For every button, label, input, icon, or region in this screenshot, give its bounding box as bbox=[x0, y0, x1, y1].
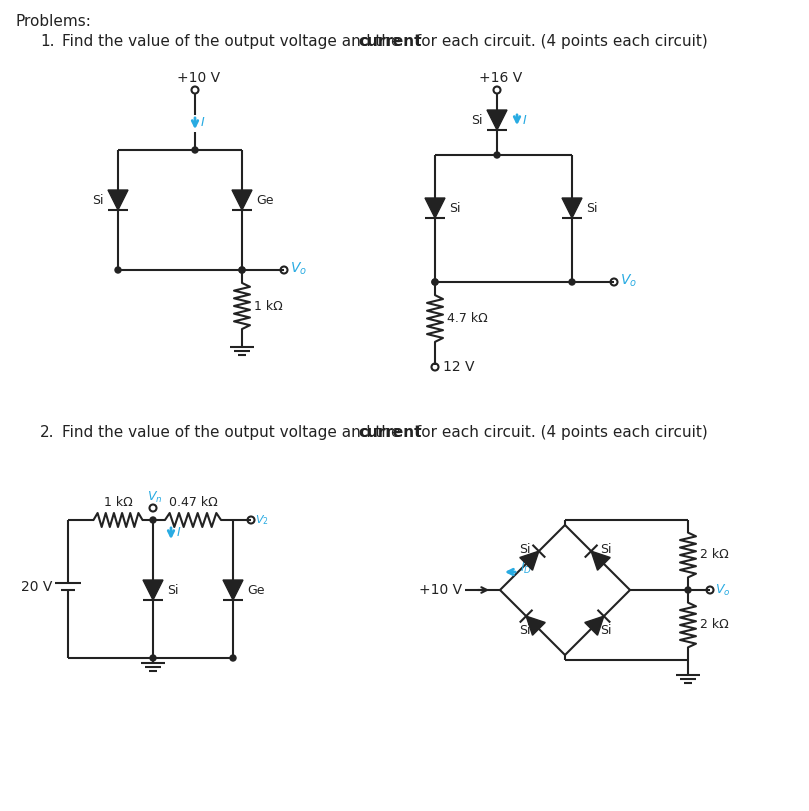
Text: Si: Si bbox=[599, 624, 612, 637]
Text: Find the value of the output voltage and the: Find the value of the output voltage and… bbox=[62, 34, 405, 49]
Circle shape bbox=[192, 147, 198, 153]
Text: $V_o$: $V_o$ bbox=[715, 582, 731, 598]
Text: Si: Si bbox=[167, 583, 179, 597]
Polygon shape bbox=[232, 190, 252, 210]
Circle shape bbox=[239, 267, 245, 273]
Text: 4.7 kΩ: 4.7 kΩ bbox=[447, 312, 488, 325]
Text: Ge: Ge bbox=[247, 583, 265, 597]
Polygon shape bbox=[585, 616, 604, 635]
Polygon shape bbox=[143, 580, 163, 600]
Text: 2 kΩ: 2 kΩ bbox=[700, 619, 729, 632]
Polygon shape bbox=[223, 580, 243, 600]
Text: 2.: 2. bbox=[40, 425, 54, 440]
Circle shape bbox=[239, 267, 245, 273]
Text: +10 V: +10 V bbox=[419, 583, 462, 597]
Text: 20 V: 20 V bbox=[20, 580, 52, 594]
Text: $V_2$: $V_2$ bbox=[255, 513, 269, 527]
Text: I: I bbox=[523, 114, 527, 127]
Circle shape bbox=[230, 655, 236, 661]
Circle shape bbox=[150, 655, 156, 661]
Text: Si: Si bbox=[472, 114, 483, 127]
Text: 2 kΩ: 2 kΩ bbox=[700, 548, 729, 561]
Text: $V_o$: $V_o$ bbox=[290, 261, 307, 277]
Text: Problems:: Problems: bbox=[15, 14, 91, 29]
Circle shape bbox=[432, 279, 438, 285]
Text: +10 V: +10 V bbox=[177, 71, 220, 85]
Polygon shape bbox=[591, 551, 610, 570]
Circle shape bbox=[150, 517, 156, 523]
Text: Ge: Ge bbox=[256, 194, 273, 207]
Text: Find the value of the output voltage and the: Find the value of the output voltage and… bbox=[62, 425, 405, 440]
Text: for each circuit. (4 points each circuit): for each circuit. (4 points each circuit… bbox=[411, 34, 708, 49]
Circle shape bbox=[432, 279, 438, 285]
Text: $V_o$: $V_o$ bbox=[620, 272, 637, 290]
Text: current: current bbox=[358, 34, 421, 49]
Polygon shape bbox=[526, 616, 545, 635]
Text: Si: Si bbox=[599, 543, 612, 556]
Polygon shape bbox=[519, 551, 539, 570]
Text: Si: Si bbox=[519, 624, 530, 637]
Text: $V_n$: $V_n$ bbox=[147, 490, 163, 505]
Circle shape bbox=[494, 152, 500, 158]
Text: +16 V: +16 V bbox=[479, 71, 523, 85]
Text: for each circuit. (4 points each circuit): for each circuit. (4 points each circuit… bbox=[411, 425, 708, 440]
Circle shape bbox=[569, 279, 575, 285]
Text: 1 kΩ: 1 kΩ bbox=[104, 496, 133, 509]
Text: $I_D$: $I_D$ bbox=[520, 560, 532, 576]
Polygon shape bbox=[562, 198, 582, 218]
Text: I: I bbox=[177, 526, 180, 539]
Text: 12 V: 12 V bbox=[443, 360, 475, 374]
Circle shape bbox=[115, 267, 121, 273]
Text: 1.: 1. bbox=[40, 34, 54, 49]
Circle shape bbox=[685, 587, 691, 593]
Text: Si: Si bbox=[586, 201, 598, 214]
Text: 0.47 kΩ: 0.47 kΩ bbox=[168, 496, 218, 509]
Polygon shape bbox=[487, 110, 507, 130]
Text: current: current bbox=[358, 425, 421, 440]
Text: Si: Si bbox=[519, 543, 530, 556]
Polygon shape bbox=[108, 190, 128, 210]
Polygon shape bbox=[425, 198, 445, 218]
Text: Si: Si bbox=[449, 201, 460, 214]
Text: Si: Si bbox=[92, 194, 104, 207]
Text: I: I bbox=[201, 117, 205, 130]
Text: 1 kΩ: 1 kΩ bbox=[254, 299, 283, 312]
